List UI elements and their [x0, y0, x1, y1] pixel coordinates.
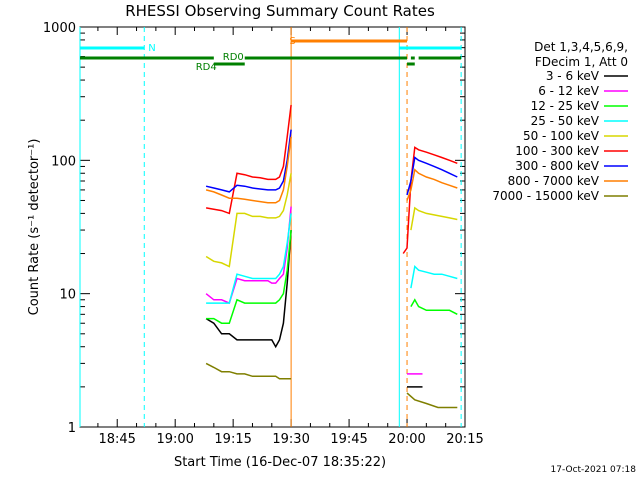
y-axis-label: Count Rate (s⁻¹ detector⁻¹) — [27, 139, 42, 316]
series-line — [205, 104, 292, 215]
legend-label: 12 - 25 keV — [531, 99, 600, 113]
x-tick-label: 19:30 — [272, 432, 309, 447]
legend-label: 7000 - 15000 keV — [492, 189, 599, 203]
axis-ticks: 18:45 19:00 19:15 19:30 19:45 20:00 20:15 1 10 10… — [43, 21, 484, 447]
x-axis-label: Start Time (16-Dec-07 18:35:22) — [174, 455, 386, 470]
series-line — [205, 230, 292, 349]
series-line — [406, 168, 458, 201]
legend-label: 3 - 6 keV — [546, 69, 600, 83]
x-tick-label: 19:15 — [214, 432, 251, 447]
series-line — [410, 264, 458, 289]
series-line — [205, 206, 292, 305]
legend-header: Det 1,3,4,5,6,9, FDecim 1, Att 0 — [534, 40, 628, 70]
legend-label: 25 - 50 keV — [531, 114, 600, 128]
y-tick-label: 100 — [51, 154, 76, 169]
x-tick-label: 20:15 — [446, 432, 483, 447]
chart-title: RHESSI Observing Summary Count Rates — [125, 2, 435, 20]
flag-label: S — [289, 36, 295, 47]
legend-header-line-2: FDecim 1, Att 0 — [534, 55, 628, 69]
legend-label: 6 - 12 keV — [538, 84, 600, 98]
series-line — [205, 173, 292, 268]
flag-label: RD0 — [223, 52, 244, 63]
x-tick-label: 19:00 — [156, 432, 193, 447]
legend-label: 100 - 300 keV — [515, 144, 599, 158]
legend-header-line-1: Det 1,3,4,5,6,9, — [534, 40, 628, 54]
flag-label: N — [148, 43, 155, 54]
flag-label: RD4 — [196, 62, 217, 73]
series-line — [410, 206, 458, 231]
flag-bars: N S RD0 RD4 — [79, 27, 462, 427]
y-tick-label: 1000 — [43, 21, 76, 36]
series-line — [402, 146, 458, 254]
x-tick-label: 19:45 — [330, 432, 367, 447]
y-tick-label: 1 — [68, 421, 76, 436]
series-line — [406, 156, 458, 196]
y-tick-label: 10 — [59, 288, 76, 303]
legend-label: 300 - 800 keV — [515, 159, 599, 173]
series-line — [406, 392, 458, 409]
timestamp: 17-Oct-2021 07:18 — [550, 465, 636, 475]
legend-label: 800 - 7000 keV — [508, 174, 600, 188]
series-line — [206, 213, 292, 304]
x-tick-label: 18:45 — [98, 432, 135, 447]
x-tick-label: 20:00 — [388, 432, 425, 447]
series-line — [205, 136, 292, 204]
series-lines — [205, 104, 458, 409]
series-line — [206, 230, 292, 324]
series-line — [205, 362, 292, 380]
series-line — [205, 129, 292, 193]
series-line — [410, 298, 458, 315]
legend-label: 50 - 100 keV — [523, 129, 600, 143]
